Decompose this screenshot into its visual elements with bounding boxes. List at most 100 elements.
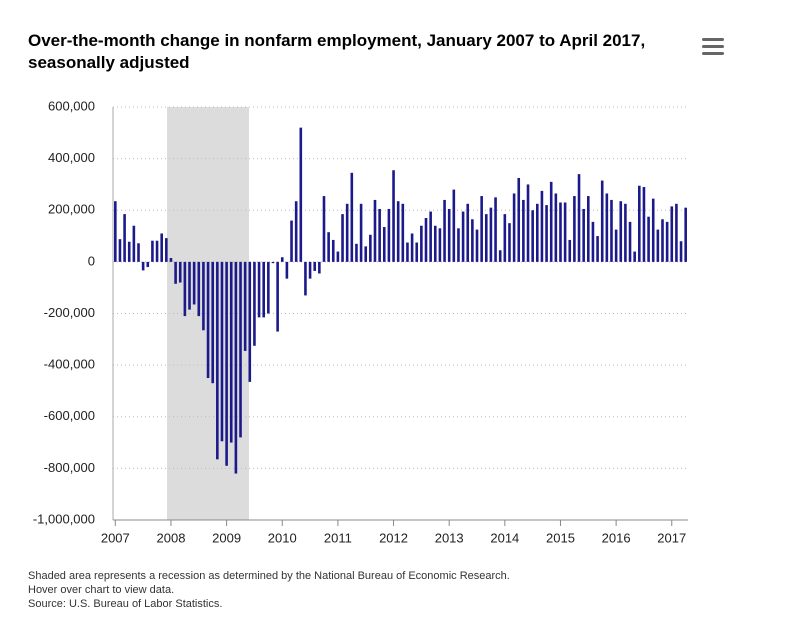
bar — [526, 184, 530, 262]
menu-button[interactable] — [702, 38, 724, 55]
bar — [229, 261, 233, 443]
bar — [267, 261, 270, 314]
bar — [577, 174, 581, 262]
bar — [165, 238, 168, 262]
bar — [628, 221, 632, 262]
bar — [540, 190, 544, 262]
bar — [554, 193, 558, 262]
menu-bar[interactable] — [702, 38, 724, 41]
bar — [429, 211, 432, 262]
bar — [610, 199, 613, 262]
bar — [675, 203, 678, 262]
bar — [619, 201, 623, 262]
x-tick-label: 2007 — [101, 530, 130, 545]
x-tick-label: 2008 — [157, 530, 186, 545]
x-tick-label: 2015 — [546, 530, 575, 545]
bar — [638, 185, 641, 262]
x-tick-label: 2013 — [435, 530, 464, 545]
y-tick-label: -800,000 — [44, 460, 95, 475]
bar — [605, 193, 609, 262]
bar — [591, 221, 595, 262]
bar — [503, 214, 507, 262]
bar — [248, 261, 252, 382]
bar — [522, 199, 525, 262]
bar — [155, 240, 159, 262]
bar — [387, 208, 391, 262]
bar — [457, 228, 460, 262]
bar — [614, 229, 618, 262]
bar — [489, 207, 493, 262]
bar — [369, 234, 372, 262]
y-tick-label: -400,000 — [44, 357, 95, 372]
bar — [280, 257, 284, 262]
bar — [406, 242, 409, 262]
bar — [308, 261, 312, 279]
bar — [633, 251, 636, 262]
bar — [114, 201, 117, 262]
bar — [336, 251, 340, 262]
bar — [471, 219, 474, 262]
bar — [299, 127, 303, 262]
chart-title: Over-the-month change in nonfarm employm… — [28, 31, 645, 50]
bar — [484, 214, 488, 262]
bar — [517, 177, 521, 262]
bar — [480, 196, 483, 262]
bar — [424, 217, 428, 262]
note: Source: U.S. Bureau of Labor Statistics. — [28, 598, 222, 610]
bar — [355, 243, 358, 262]
bar — [327, 232, 330, 262]
bar — [475, 229, 479, 262]
bar — [582, 208, 585, 262]
bar — [271, 261, 275, 264]
bar — [322, 196, 326, 262]
bar — [243, 261, 247, 351]
bar — [670, 206, 674, 262]
menu-bar[interactable] — [702, 52, 724, 55]
bar — [350, 172, 354, 262]
x-tick-label: 2016 — [602, 530, 631, 545]
bar — [160, 233, 163, 262]
bar — [331, 239, 335, 262]
bar — [452, 189, 456, 262]
bar — [498, 250, 502, 262]
bar — [494, 197, 497, 262]
bar — [661, 219, 664, 262]
bar — [178, 261, 182, 283]
bar — [373, 199, 377, 262]
menu-bar[interactable] — [702, 45, 724, 48]
bar — [433, 225, 437, 262]
bar — [127, 241, 131, 262]
bar — [447, 208, 451, 262]
bar — [197, 261, 201, 317]
bar — [313, 261, 317, 271]
bar — [169, 258, 173, 262]
bar — [679, 241, 683, 262]
bar — [401, 203, 405, 262]
y-tick-label: -1,000,000 — [33, 511, 95, 526]
bar — [396, 201, 400, 262]
bar — [202, 261, 205, 331]
bar — [596, 236, 599, 262]
bar — [257, 261, 261, 318]
x-tick-label: 2010 — [268, 530, 297, 545]
y-tick-label: -600,000 — [44, 408, 95, 423]
note: Shaded area represents a recession as de… — [28, 570, 510, 582]
y-tick-label: 600,000 — [48, 98, 95, 113]
y-tick-label: 0 — [88, 253, 95, 268]
y-tick-label: 400,000 — [48, 150, 95, 165]
bar — [563, 202, 567, 262]
bar — [364, 246, 368, 262]
bar — [220, 261, 224, 442]
bar — [253, 261, 256, 346]
bar — [216, 261, 219, 460]
bar — [146, 261, 150, 268]
bar — [183, 261, 187, 317]
x-tick-label: 2012 — [379, 530, 408, 545]
chart-title: seasonally adjusted — [28, 53, 190, 72]
bar — [206, 261, 210, 379]
y-tick-label: -200,000 — [44, 305, 95, 320]
y-tick-label: 200,000 — [48, 202, 95, 217]
bar — [624, 203, 627, 262]
